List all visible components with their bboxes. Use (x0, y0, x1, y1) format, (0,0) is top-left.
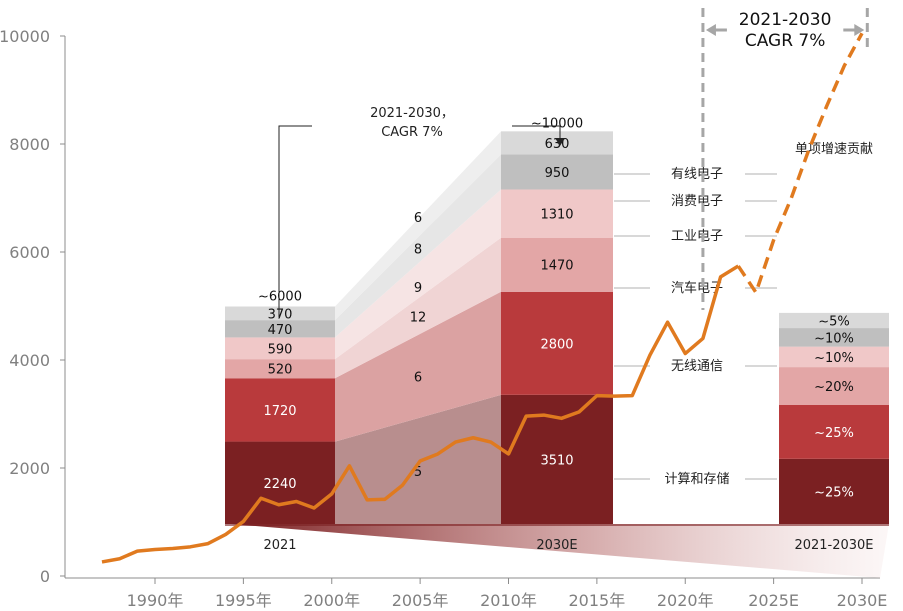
bar-value-label: 1720 (263, 404, 296, 419)
bar-value-label: 2240 (263, 477, 296, 492)
series-name-label: 计算和存储 (664, 472, 729, 487)
y-tick-label: 4000 (9, 351, 50, 370)
series-name-label: 汽车电子 (671, 280, 723, 296)
contribution-label: ~25% (814, 426, 854, 441)
bar-segment (501, 291, 613, 395)
growth-label: 8 (414, 242, 422, 257)
projection-fan (231, 524, 889, 578)
total-label: ~10000 (531, 116, 583, 131)
x-tick-label: 2005年 (392, 591, 449, 610)
y-tick-label: 6000 (9, 243, 50, 262)
bar-value-label: 370 (268, 307, 293, 322)
bar-segment (501, 189, 613, 238)
growth-band (335, 291, 501, 442)
growth-band (335, 237, 501, 379)
x-tick-label: 1990年 (127, 591, 184, 610)
series-name-label: 有线电子 (671, 167, 723, 182)
series-name-label: 无线通信 (671, 359, 723, 374)
growth-band (335, 154, 501, 338)
market-line-forecast (736, 32, 864, 295)
category-label: 2021 (263, 538, 296, 553)
y-tick-label: 10000 (0, 27, 50, 46)
bar-segment (501, 154, 613, 190)
x-tick-label: 2000年 (303, 591, 360, 610)
y-axis: 0 2000 4000 6000 8000 10000 (0, 27, 66, 586)
contribution-label: ~5% (818, 314, 850, 329)
cagr-bracket-right (512, 125, 561, 138)
panel-base (225, 524, 889, 526)
bar-value-label: 1470 (540, 259, 573, 274)
category-label: 2021-2030E (794, 538, 873, 553)
x-tick-label: 2020年 (657, 591, 714, 610)
cagr-range-arrow-left (705, 24, 716, 36)
cagr-range-arrow-right (854, 24, 865, 36)
contribution-label: ~10% (814, 351, 854, 366)
contribution-segment (779, 346, 889, 368)
bar-segment (225, 337, 335, 360)
bar-value-label: 590 (268, 342, 293, 357)
contribution-segment (779, 367, 889, 405)
bar-value-label: 470 (268, 323, 293, 338)
contribution-segment (779, 404, 889, 459)
cagr-bracket-left (278, 125, 312, 317)
contribution-label: ~25% (814, 485, 854, 500)
growth-label: 5 (414, 465, 422, 480)
contribution-segment (779, 458, 889, 524)
contribution-label: ~20% (814, 380, 854, 395)
growth-label: 6 (414, 371, 422, 386)
contribution-segment (779, 312, 889, 329)
x-tick-label: 2025E (748, 591, 799, 610)
y-tick-label: 8000 (9, 135, 50, 154)
bar-segment (225, 320, 335, 338)
bar-segment (225, 306, 335, 321)
contribution-segment (779, 328, 889, 347)
growth-band (335, 189, 501, 360)
growth-label: 12 (410, 311, 427, 326)
bar-segment (225, 378, 335, 442)
y-tick-label: 2000 (9, 459, 50, 478)
contribution-header: 单项增速贡献 (795, 142, 873, 157)
bar-segment (501, 237, 613, 292)
bar-value-label: 950 (545, 166, 570, 181)
bar-value-label: 2800 (540, 337, 573, 352)
growth-band (335, 394, 501, 524)
contribution-label: ~10% (814, 331, 854, 346)
y-tick-label: 0 (40, 567, 50, 586)
x-tick-label: 2015年 (569, 591, 626, 610)
cagr-note: 2021-2030， CAGR 7% (370, 106, 454, 140)
bar-segment (501, 131, 613, 155)
cagr-bracket-arrow (555, 138, 565, 146)
growth-band (335, 131, 501, 321)
growth-label: 6 (414, 211, 422, 226)
x-tick-label: 2010年 (480, 591, 537, 610)
x-axis: 1990年 1995年 2000年 2005年 2010年 2015年 2020年 2025E… (65, 577, 888, 610)
bar-value-label: 1310 (540, 208, 573, 223)
x-tick-label: 2030E (837, 591, 888, 610)
market-line-actual (101, 264, 740, 564)
cagr-top-label: 2021-2030 CAGR 7% (739, 10, 832, 51)
bar-segment (225, 441, 335, 524)
bar-value-label: 520 (268, 363, 293, 378)
bar-segment (225, 359, 335, 379)
series-name-label: 工业电子 (671, 229, 723, 244)
series-name-label: 消费电子 (671, 194, 723, 209)
category-label: 2030E (536, 538, 577, 553)
x-tick-label: 1995年 (215, 591, 272, 610)
growth-label: 9 (414, 281, 422, 296)
bar-value-label: 3510 (540, 453, 573, 468)
total-label: ~6000 (258, 290, 302, 305)
